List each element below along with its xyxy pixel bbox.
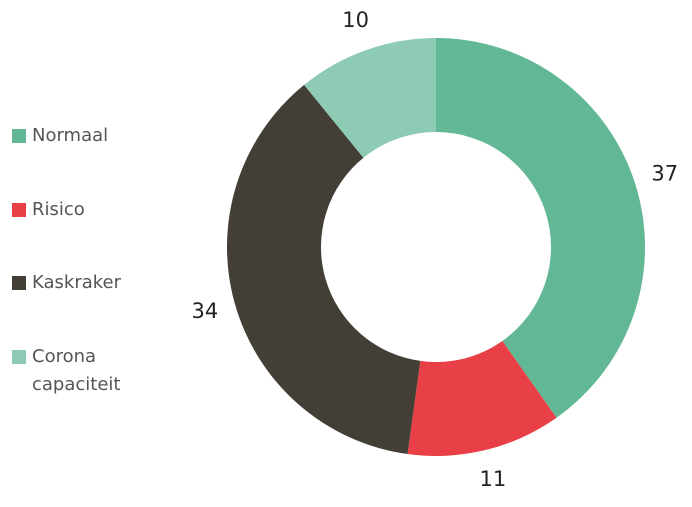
slice	[226, 84, 421, 455]
slice	[304, 38, 436, 158]
legend: Normaal Risico Kaskraker Corona capaciteit	[12, 122, 152, 416]
legend-item: Corona capaciteit	[12, 343, 152, 417]
legend-swatch	[12, 276, 26, 290]
legend-label: Corona capaciteit	[32, 345, 121, 395]
legend-item: Kaskraker	[12, 269, 152, 343]
legend-item: Normaal	[12, 122, 152, 196]
slice	[436, 38, 645, 418]
slice	[407, 340, 557, 456]
value-label: 11	[479, 467, 506, 491]
legend-swatch	[12, 202, 26, 217]
legend-label: Kaskraker	[32, 272, 122, 293]
legend-label: Risico	[32, 198, 85, 220]
value-label: 37	[651, 161, 678, 185]
value-label: 34	[192, 299, 219, 323]
legend-label: Normaal	[32, 125, 109, 146]
value-label: 10	[342, 8, 369, 32]
legend-swatch	[12, 129, 26, 143]
legend-swatch	[12, 349, 26, 364]
legend-item: Risico	[12, 196, 152, 270]
